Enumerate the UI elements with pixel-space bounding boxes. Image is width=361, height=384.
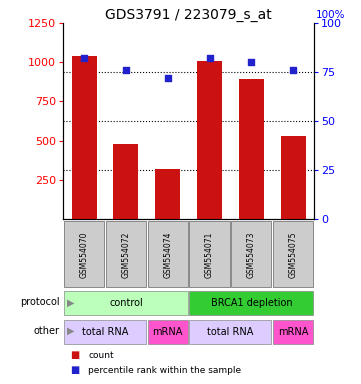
Text: total RNA: total RNA (82, 327, 128, 337)
Bar (197, 61, 222, 219)
Text: percentile rank within the sample: percentile rank within the sample (88, 366, 242, 375)
FancyBboxPatch shape (190, 222, 230, 287)
Text: ▶: ▶ (67, 297, 74, 308)
Text: protocol: protocol (20, 297, 60, 308)
FancyBboxPatch shape (273, 222, 313, 287)
Point (81, 55, 87, 61)
Text: BRCA1 depletion: BRCA1 depletion (210, 298, 292, 308)
Text: GSM554070: GSM554070 (79, 231, 88, 278)
Text: GSM554071: GSM554071 (205, 231, 214, 278)
Text: GSM554073: GSM554073 (247, 231, 256, 278)
FancyBboxPatch shape (231, 222, 271, 287)
Text: control: control (109, 298, 143, 308)
FancyBboxPatch shape (148, 222, 188, 287)
Text: ■: ■ (70, 350, 80, 360)
FancyBboxPatch shape (64, 222, 104, 287)
Point (123, 67, 129, 73)
Title: GDS3791 / 223079_s_at: GDS3791 / 223079_s_at (105, 8, 272, 22)
Bar (113, 144, 139, 219)
Point (165, 75, 171, 81)
FancyBboxPatch shape (64, 291, 188, 316)
FancyBboxPatch shape (64, 320, 146, 344)
Point (290, 67, 296, 73)
Text: 100%: 100% (316, 10, 345, 20)
Point (248, 59, 254, 65)
Text: ▶: ▶ (67, 326, 74, 336)
Text: other: other (34, 326, 60, 336)
FancyBboxPatch shape (106, 222, 146, 287)
Text: count: count (88, 351, 114, 360)
Text: ■: ■ (70, 366, 80, 376)
Text: GSM554074: GSM554074 (163, 231, 172, 278)
Bar (239, 79, 264, 219)
FancyBboxPatch shape (190, 320, 271, 344)
Text: total RNA: total RNA (207, 327, 254, 337)
FancyBboxPatch shape (148, 320, 188, 344)
Text: GSM554072: GSM554072 (121, 231, 130, 278)
FancyBboxPatch shape (273, 320, 313, 344)
Text: mRNA: mRNA (153, 327, 183, 337)
FancyBboxPatch shape (190, 291, 313, 316)
Bar (280, 136, 306, 219)
Text: mRNA: mRNA (278, 327, 308, 337)
Bar (71, 56, 97, 219)
Text: GSM554075: GSM554075 (289, 231, 298, 278)
Point (206, 55, 212, 61)
Bar (155, 169, 180, 219)
